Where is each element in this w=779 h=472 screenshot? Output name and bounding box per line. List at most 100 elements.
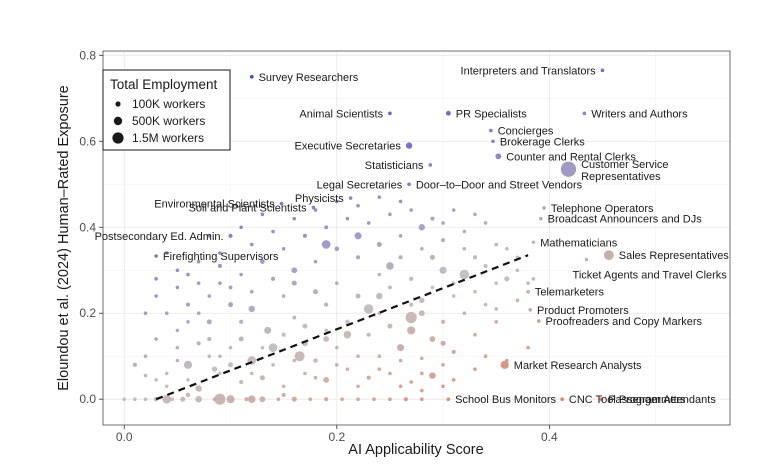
data-point <box>441 363 445 367</box>
data-point <box>183 360 193 369</box>
data-point <box>170 397 174 402</box>
point-label: Broadcast Announcers and DJs <box>548 214 703 226</box>
labeled-data-point <box>154 254 158 258</box>
data-point <box>354 232 362 240</box>
data-point <box>473 367 477 371</box>
data-point <box>132 362 137 367</box>
data-point <box>376 241 382 247</box>
legend: Total Employment 100K workers 500K worke… <box>102 69 231 151</box>
point-label: School Bus Monitors <box>455 394 556 406</box>
data-point <box>472 255 477 260</box>
data-point <box>515 268 520 273</box>
data-point <box>407 326 416 335</box>
labeled-data-point <box>584 257 589 262</box>
labeled-data-point <box>249 74 254 79</box>
point-label: Executive Secretaries <box>295 141 402 153</box>
data-point <box>451 208 456 212</box>
data-point <box>281 392 286 397</box>
data-point <box>334 281 339 285</box>
data-point <box>366 375 371 380</box>
data-point <box>343 330 352 339</box>
point-label: Sales Representatives <box>619 250 730 262</box>
data-point <box>196 341 201 346</box>
data-point <box>154 294 158 298</box>
data-point <box>409 380 413 384</box>
data-point <box>249 242 254 247</box>
data-point <box>334 199 339 204</box>
data-point <box>377 367 382 371</box>
labeled-data-point <box>539 216 543 221</box>
data-point <box>323 336 330 342</box>
data-point <box>244 397 249 402</box>
labeled-data-point <box>528 307 533 312</box>
data-point <box>196 259 201 264</box>
y-tick-label-2: 0.4 <box>79 220 96 234</box>
data-point <box>462 311 467 316</box>
data-point <box>459 269 470 280</box>
data-point <box>271 363 275 367</box>
labeled-data-point <box>526 289 530 294</box>
data-point <box>162 394 172 404</box>
data-point <box>302 233 307 238</box>
point-label: Counter and Rental Clerks <box>506 151 636 163</box>
data-point <box>494 307 499 311</box>
data-point <box>504 276 510 282</box>
data-point <box>376 292 383 300</box>
data-point <box>398 199 403 204</box>
data-point <box>154 378 158 382</box>
data-point <box>462 246 467 251</box>
data-point <box>356 203 360 208</box>
data-point <box>218 371 222 376</box>
data-point <box>363 304 374 314</box>
labeled-data-point <box>560 397 564 402</box>
labeled-data-point <box>603 250 614 261</box>
point-label: Market Research Analysts <box>514 360 642 372</box>
data-point <box>451 349 456 354</box>
data-point <box>196 281 201 285</box>
point-label: PR Specialists <box>456 108 527 120</box>
legend-key-1.5m <box>112 132 124 144</box>
data-point <box>308 397 313 402</box>
data-point <box>430 216 435 221</box>
data-point <box>207 234 212 238</box>
data-point <box>441 221 445 225</box>
data-point <box>420 356 424 361</box>
data-point <box>451 378 456 382</box>
point-label: Telephone Operators <box>551 203 654 215</box>
data-point <box>345 319 350 325</box>
legend-key-100k <box>115 101 121 107</box>
data-point <box>430 285 435 290</box>
labeled-data-point <box>600 68 605 73</box>
data-points <box>122 68 614 405</box>
data-point <box>387 323 393 329</box>
data-point <box>409 276 414 281</box>
data-point <box>345 216 350 221</box>
data-point <box>175 285 180 290</box>
data-point <box>211 366 218 372</box>
data-point <box>292 216 297 221</box>
data-point <box>418 310 425 317</box>
data-point <box>281 332 286 337</box>
data-point <box>313 375 318 380</box>
labeled-data-point <box>531 240 536 245</box>
data-point <box>175 358 180 363</box>
point-label: Product Promoters <box>537 305 629 317</box>
labeled-data-point <box>407 182 411 187</box>
data-point <box>154 277 158 281</box>
data-point <box>207 336 212 342</box>
data-point <box>324 302 329 307</box>
data-point <box>313 358 318 363</box>
data-point <box>494 281 499 285</box>
data-point <box>377 195 382 199</box>
point-label: Proofreaders and Copy Markers <box>546 316 703 328</box>
data-point <box>218 281 222 285</box>
point-label: Statisticians <box>365 160 424 172</box>
data-point <box>334 363 339 367</box>
plot-panel-border <box>102 50 731 426</box>
data-point <box>133 397 137 402</box>
legend-label-100k: 100K workers <box>132 97 205 111</box>
data-point <box>334 345 339 350</box>
data-point <box>388 212 392 217</box>
data-point <box>366 221 371 225</box>
data-point <box>526 345 530 350</box>
